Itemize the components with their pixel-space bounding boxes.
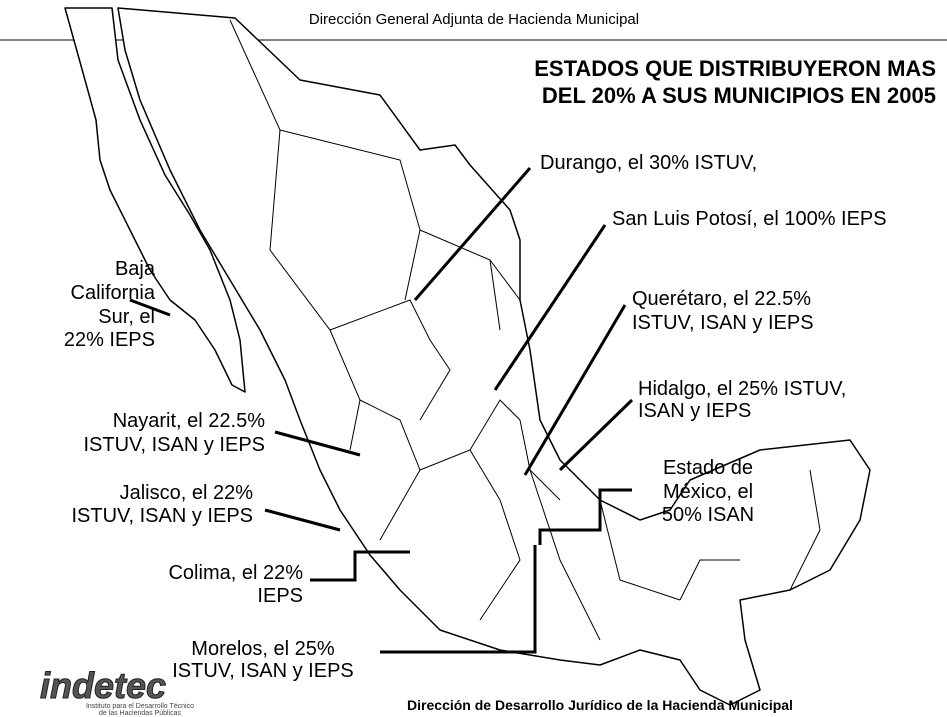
leader-line bbox=[380, 545, 537, 654]
state-label: Colima, el 22% bbox=[168, 562, 303, 584]
state-label: 22% IEPS bbox=[64, 329, 155, 351]
logo-subtitle: de las Haciendas Públicas bbox=[99, 710, 182, 717]
logo: indetec Instituto para el Desarrollo Téc… bbox=[40, 665, 195, 717]
title-line: DEL 20% A SUS MUNICIPIOS EN 2005 bbox=[542, 83, 936, 108]
state-label: ISTUV, ISAN y IEPS bbox=[172, 660, 354, 682]
logo-subtitle: Instituto para el Desarrollo Técnico bbox=[86, 703, 194, 710]
leader-line bbox=[558, 398, 634, 472]
state-label: Estado de bbox=[663, 457, 753, 479]
state-label: 50% ISAN bbox=[662, 504, 754, 526]
leader-line bbox=[310, 550, 410, 582]
state-label: México, el bbox=[663, 481, 753, 503]
leader-line bbox=[274, 430, 361, 457]
state-label: San Luis Potosí, el 100% IEPS bbox=[612, 208, 887, 230]
leader-line bbox=[493, 224, 607, 391]
state-label: Durango, el 30% ISTUV, bbox=[540, 152, 757, 174]
state-label: Morelos, el 25% bbox=[191, 638, 335, 660]
state-label: California bbox=[71, 282, 156, 304]
logo-name: indetec bbox=[40, 665, 166, 706]
title-line: ESTADOS QUE DISTRIBUYERON MAS bbox=[534, 56, 936, 81]
state-label: ISAN y IEPS bbox=[638, 400, 751, 422]
state-label: ISTUV, ISAN y IEPS bbox=[83, 434, 265, 456]
leader-line bbox=[523, 304, 627, 476]
state-label: IEPS bbox=[257, 585, 303, 607]
state-borders bbox=[229, 19, 821, 641]
state-label: Nayarit, el 22.5% bbox=[113, 410, 266, 432]
leader-line bbox=[413, 167, 532, 301]
leader-line bbox=[264, 508, 341, 532]
leader-line bbox=[538, 488, 632, 545]
header-text: Dirección General Adjunta de Hacienda Mu… bbox=[309, 11, 639, 28]
leader-lines bbox=[129, 167, 634, 654]
footer-text: Dirección de Desarrollo Jurídico de la H… bbox=[407, 697, 793, 713]
state-label: ISTUV, ISAN y IEPS bbox=[632, 312, 814, 334]
state-label: Jalisco, el 22% bbox=[120, 482, 254, 504]
state-label: ISTUV, ISAN y IEPS bbox=[71, 505, 253, 527]
state-label: Hidalgo, el 25% ISTUV, bbox=[638, 378, 846, 400]
leader-line bbox=[129, 298, 171, 317]
state-label: Baja bbox=[115, 258, 156, 280]
state-label: Querétaro, el 22.5% bbox=[632, 288, 811, 310]
mainland bbox=[117, 7, 871, 706]
map bbox=[64, 7, 871, 706]
state-label: Sur, el bbox=[98, 306, 155, 328]
baja-california bbox=[64, 7, 246, 393]
